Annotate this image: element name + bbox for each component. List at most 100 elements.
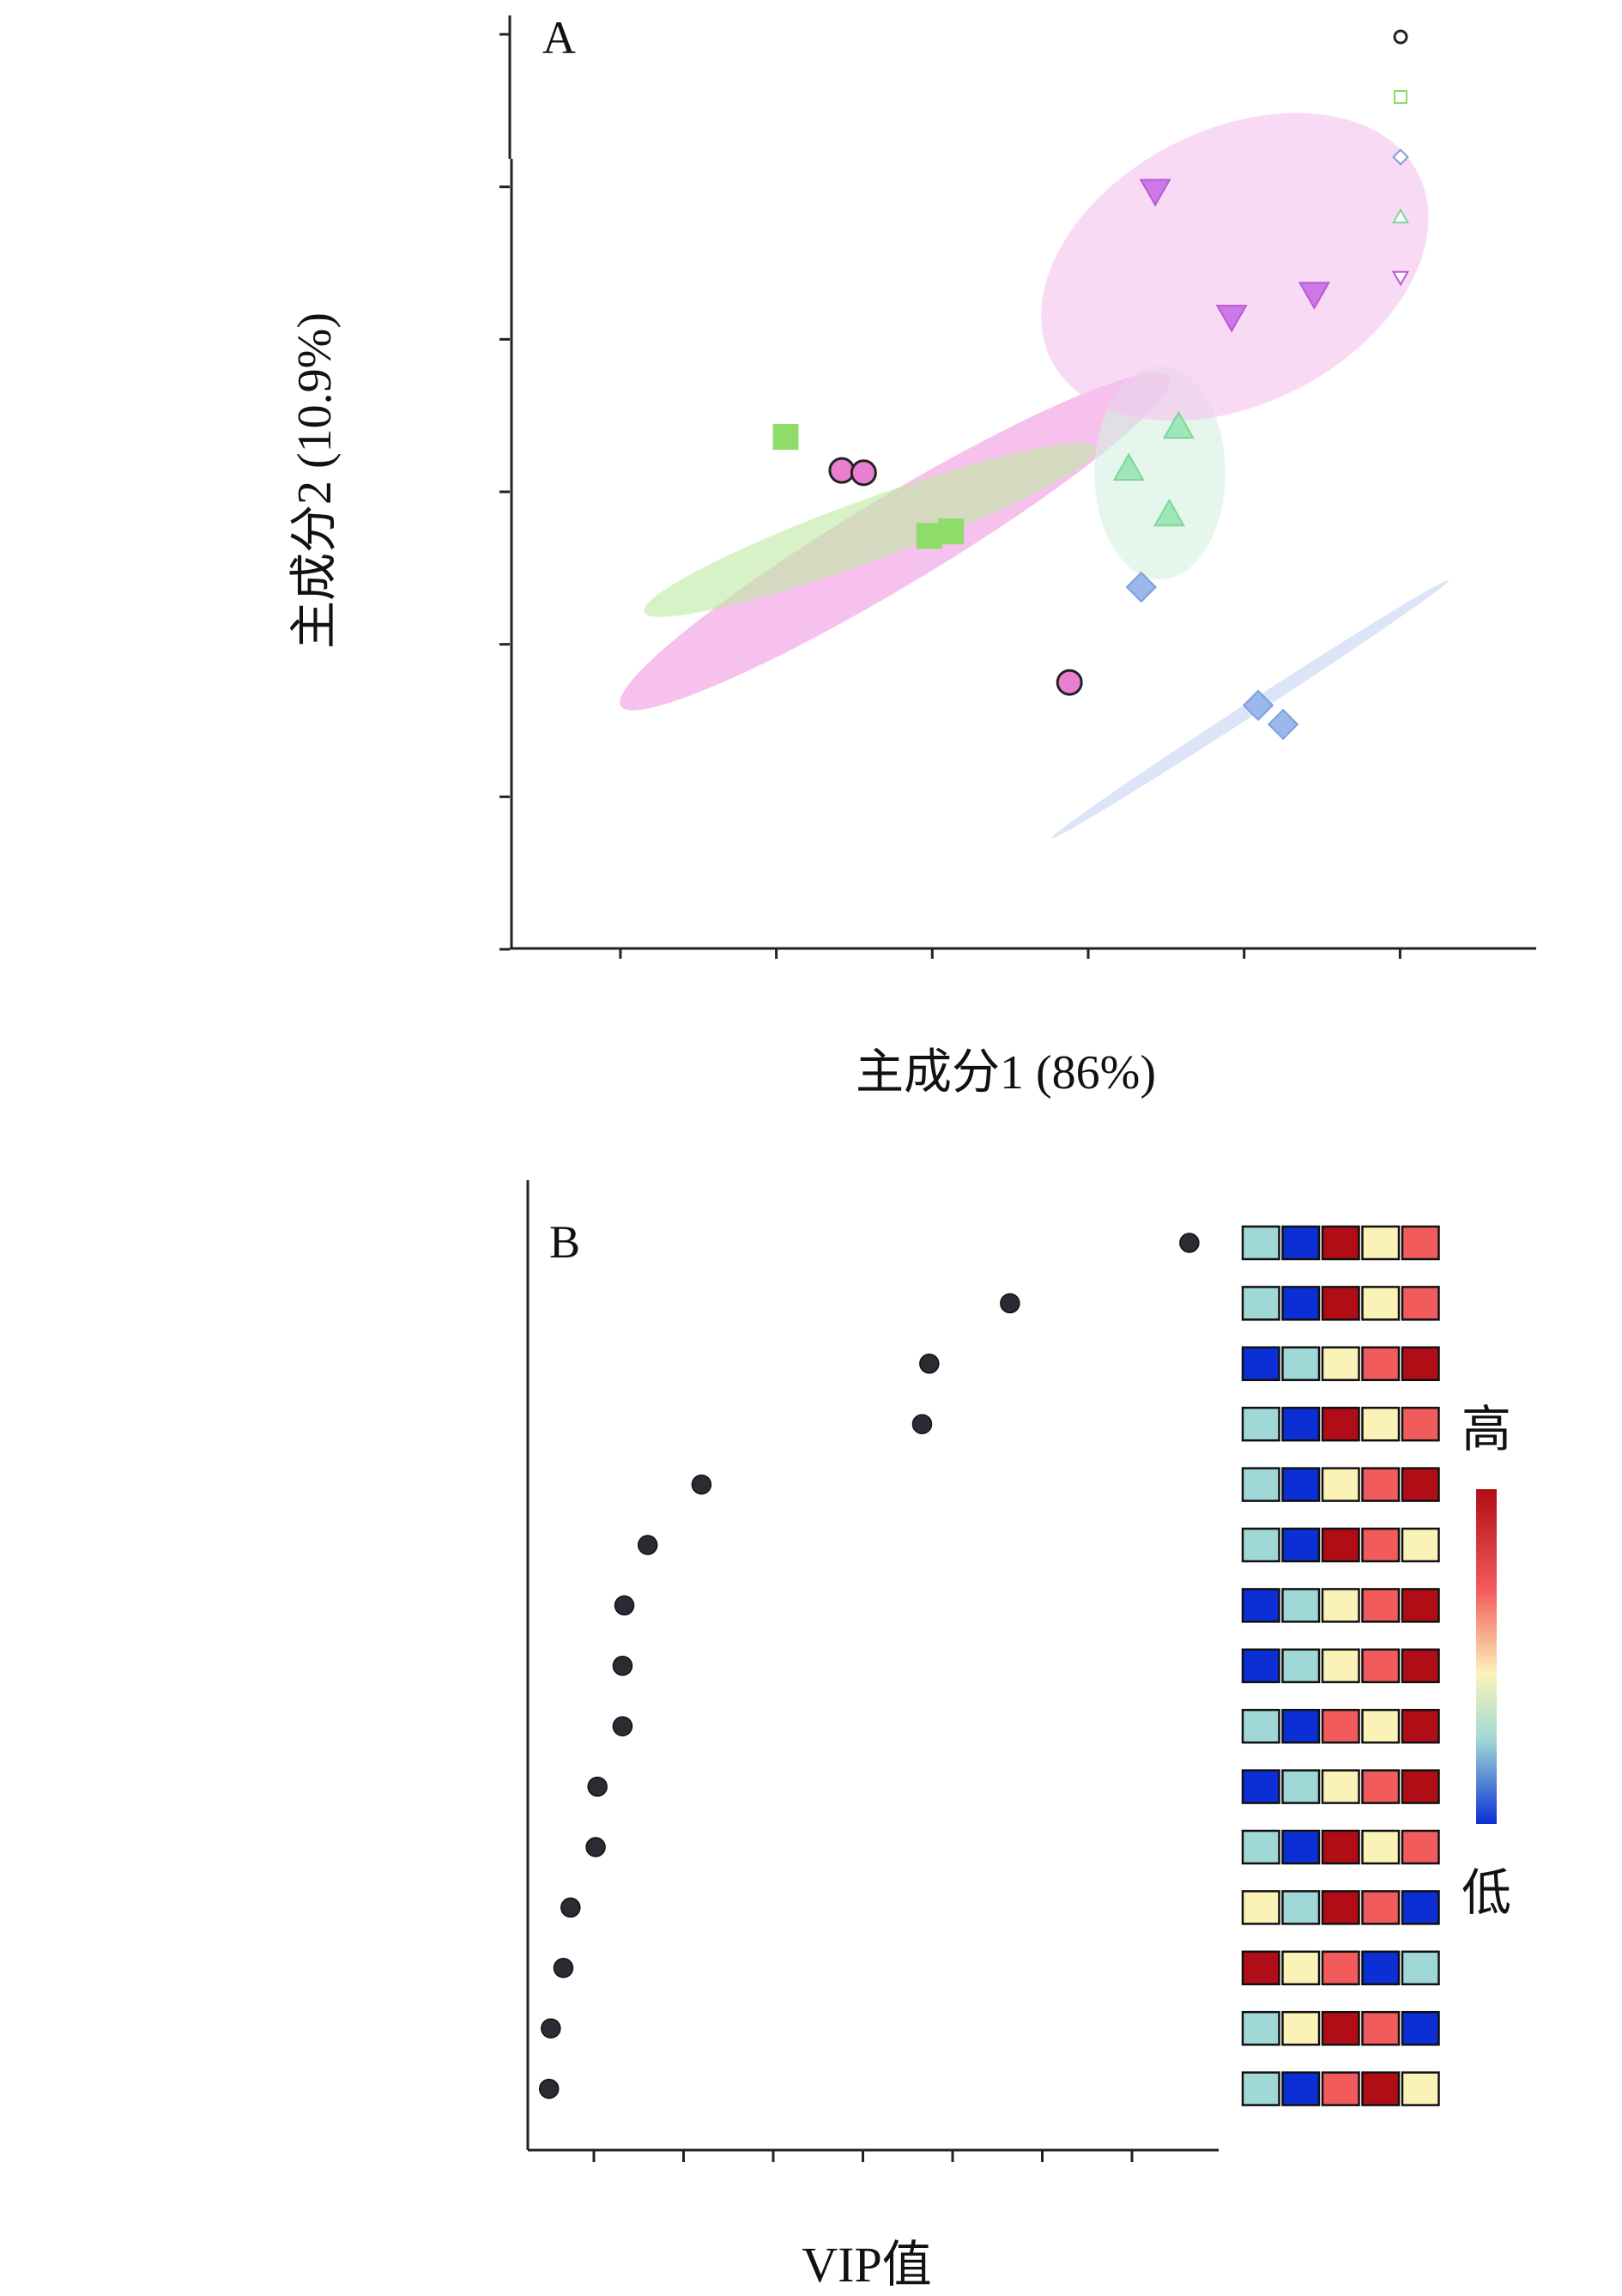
heatmap-cell-r13-c1 (1241, 1950, 1280, 1986)
vip-point-3 (919, 1354, 940, 1374)
point-sl-4-1 (1139, 179, 1171, 207)
legend-marker-sl-3 (1391, 208, 1410, 224)
pca-x-axis-label: 主成分1 (86%) (856, 1046, 1156, 1100)
heatmap-cell-r9-c1 (1241, 1708, 1280, 1744)
point-sl-3-1 (1112, 452, 1145, 481)
heatmap-scale-high-label: 高 (1462, 1402, 1511, 1457)
heatmap-cell-r15-c1 (1241, 2071, 1280, 2106)
heatmap-cell-r7-c2 (1281, 1588, 1321, 1623)
panel-b-vip-plot: B VIP值 (526, 1180, 1219, 2293)
pca-points (772, 179, 1330, 741)
heatmap-cell-r8-c3 (1321, 1648, 1360, 1684)
heatmap-cell-r6-c1 (1241, 1527, 1280, 1563)
heatmap-cell-r15-c2 (1281, 2071, 1321, 2106)
panel-a-pca-scatter: A 主成分1 (86%) 主成分2 (10.9%) (288, 12, 1536, 1100)
heatmap-cell-r9-c3 (1321, 1708, 1360, 1744)
vip-point-9 (612, 1716, 633, 1736)
point-sl-2-1 (1125, 571, 1157, 603)
heatmap-cell-r8-c4 (1361, 1648, 1401, 1684)
heatmap-cell-r7-c1 (1241, 1588, 1280, 1623)
point-sl-1-3 (938, 518, 965, 545)
heatmap-cell-r4-c2 (1281, 1406, 1321, 1442)
pca-legend (1391, 29, 1410, 287)
heatmap-cell-r12-c2 (1281, 1890, 1321, 1925)
heatmap-cell-r6-c4 (1361, 1527, 1401, 1563)
point-sl-2-2 (1242, 689, 1274, 721)
heatmap-cell-r10-c1 (1241, 1769, 1280, 1804)
pca-ellipses (620, 112, 1450, 839)
heatmap-cell-r13-c5 (1401, 1950, 1440, 1986)
heatmap-cell-r11-c1 (1241, 1829, 1280, 1865)
vip-point-5 (691, 1474, 712, 1495)
heatmap-cell-r13-c2 (1281, 1950, 1321, 1986)
vip-point-4 (911, 1414, 933, 1434)
vip-point-14 (541, 2018, 561, 2039)
heatmap-cell-r1-c3 (1321, 1225, 1360, 1261)
heatmap-cell-r14-c4 (1361, 2010, 1401, 2046)
heatmap-cell-r5-c3 (1321, 1467, 1360, 1502)
vip-point-12 (560, 1897, 581, 1918)
panel-b-label: B (549, 1216, 580, 1268)
heatmap-cell-r13-c4 (1361, 1950, 1401, 1986)
heatmap-cell-r12-c3 (1321, 1890, 1360, 1925)
heatmap-cell-r9-c5 (1401, 1708, 1440, 1744)
heatmap-cell-r7-c5 (1401, 1588, 1440, 1623)
point-sc-2 (850, 459, 877, 487)
vip-heatmap: 高 低 (1241, 1225, 1511, 2106)
heatmap-cell-r5-c4 (1361, 1467, 1401, 1502)
heatmap-cell-r2-c3 (1321, 1286, 1360, 1321)
point-sl-4-3 (1298, 282, 1330, 310)
vip-point-11 (585, 1837, 606, 1857)
point-sl-2-3 (1267, 708, 1299, 741)
heatmap-cell-r11-c3 (1321, 1829, 1360, 1865)
heatmap-cell-r4-c1 (1241, 1406, 1280, 1442)
vip-axes (526, 1180, 1219, 2162)
heatmap-cell-r10-c3 (1321, 1769, 1360, 1804)
heatmap-cell-r7-c3 (1321, 1588, 1360, 1623)
heatmap-cell-r14-c2 (1281, 2010, 1321, 2046)
heatmap-cells (1241, 1225, 1440, 2106)
vip-point-15 (539, 2078, 560, 2099)
heatmap-cell-r10-c4 (1361, 1769, 1401, 1804)
ellipse-sl-4 (1041, 112, 1429, 421)
point-sc-3 (1056, 669, 1083, 696)
heatmap-cell-r8-c5 (1401, 1648, 1440, 1684)
heatmap-cell-r8-c1 (1241, 1648, 1280, 1684)
pca-axes (499, 15, 1536, 959)
vip-point-7 (614, 1595, 635, 1616)
heatmap-cell-r4-c3 (1321, 1406, 1360, 1442)
ellipse-sl-1 (644, 443, 1096, 617)
vip-point-8 (612, 1656, 633, 1676)
heatmap-cell-r15-c3 (1321, 2071, 1360, 2106)
heatmap-cell-r1-c4 (1361, 1225, 1401, 1261)
heatmap-cell-r4-c5 (1401, 1406, 1440, 1442)
heatmap-cell-r3-c1 (1241, 1346, 1280, 1382)
legend-marker-sc (1393, 29, 1408, 45)
heatmap-cell-r2-c5 (1401, 1286, 1440, 1321)
heatmap-cell-r3-c4 (1361, 1346, 1401, 1382)
heatmap-cell-r4-c4 (1361, 1406, 1401, 1442)
heatmap-cell-r2-c1 (1241, 1286, 1280, 1321)
point-sl-1-2 (916, 523, 942, 549)
vip-points (539, 1233, 1200, 2099)
point-sl-3-3 (1153, 498, 1186, 527)
heatmap-cell-r5-c1 (1241, 1467, 1280, 1502)
vip-point-2 (1000, 1293, 1020, 1314)
heatmap-cell-r1-c1 (1241, 1225, 1280, 1261)
heatmap-cell-r15-c4 (1361, 2071, 1401, 2106)
heatmap-cell-r6-c2 (1281, 1527, 1321, 1563)
heatmap-cell-r10-c5 (1401, 1769, 1440, 1804)
heatmap-cell-r8-c2 (1281, 1648, 1321, 1684)
heatmap-cell-r12-c5 (1401, 1890, 1440, 1925)
heatmap-cell-r5-c5 (1401, 1467, 1440, 1502)
vip-point-6 (637, 1535, 658, 1555)
heatmap-cell-r2-c4 (1361, 1286, 1401, 1321)
point-sl-1-1 (772, 424, 799, 451)
heatmap-cell-r5-c2 (1281, 1467, 1321, 1502)
heatmap-cell-r1-c2 (1281, 1225, 1321, 1261)
vip-point-1 (1179, 1233, 1200, 1253)
heatmap-cell-r10-c2 (1281, 1769, 1321, 1804)
heatmap-cell-r11-c5 (1401, 1829, 1440, 1865)
heatmap-scale-low-label: 低 (1462, 1865, 1511, 1921)
